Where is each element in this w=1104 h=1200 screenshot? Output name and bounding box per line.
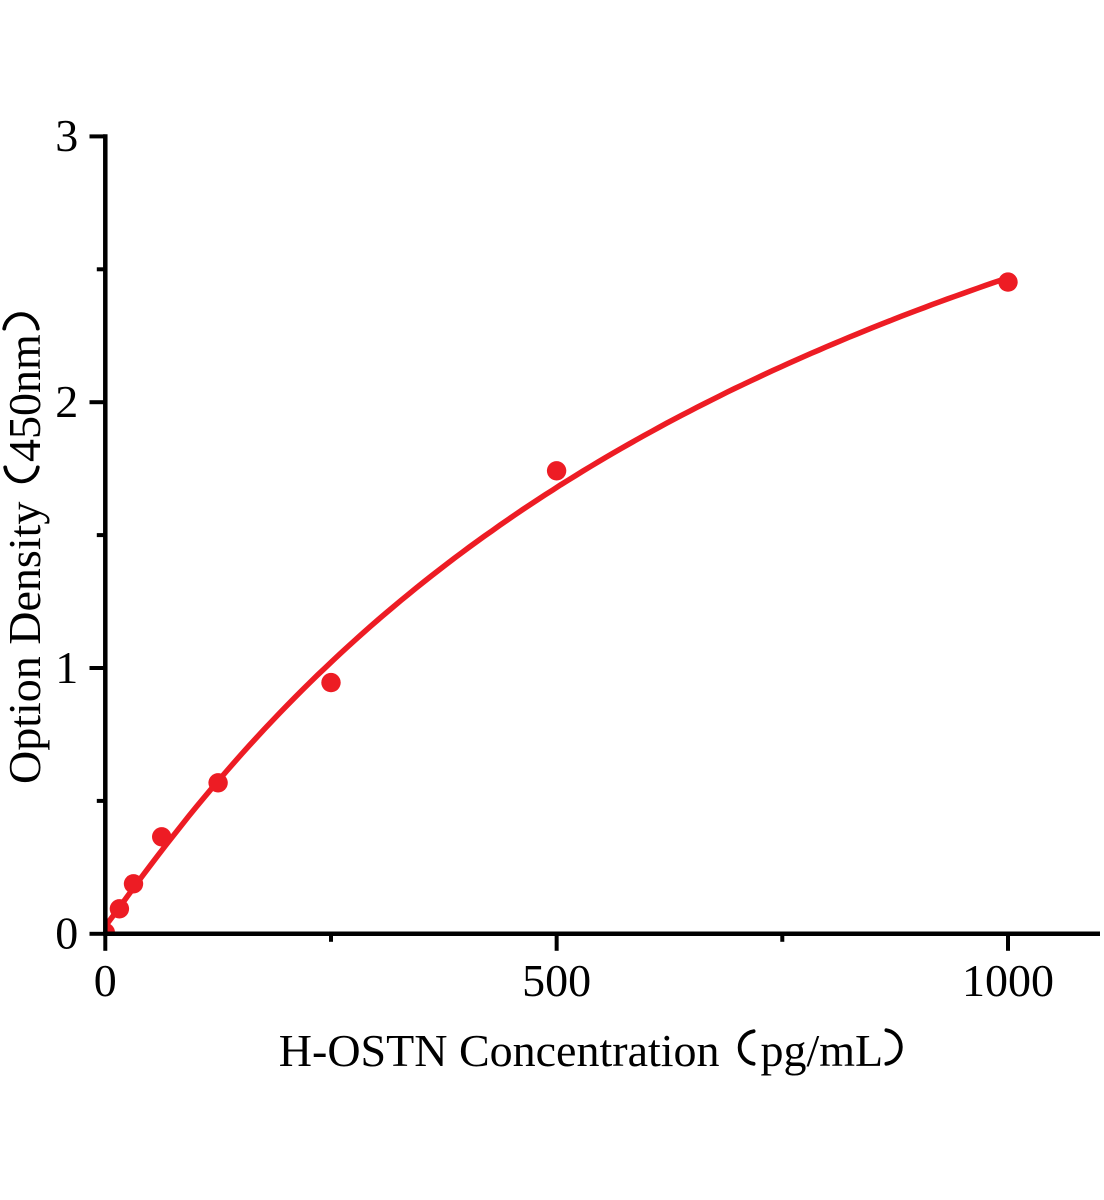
- svg-text:0: 0: [94, 955, 117, 1006]
- svg-text:2: 2: [55, 376, 78, 427]
- svg-text:Option Density: Option Density: [0, 502, 50, 784]
- svg-text:H-OSTN Concentration: H-OSTN Concentration: [279, 1025, 720, 1076]
- svg-text:500: 500: [522, 955, 591, 1006]
- svg-text:0: 0: [55, 908, 78, 959]
- svg-text:1000: 1000: [962, 955, 1054, 1006]
- svg-text:1: 1: [55, 642, 78, 693]
- svg-text:3: 3: [55, 110, 78, 161]
- svg-text:450nm: 450nm: [0, 334, 50, 462]
- svg-text:pg/mL: pg/mL: [761, 1025, 884, 1076]
